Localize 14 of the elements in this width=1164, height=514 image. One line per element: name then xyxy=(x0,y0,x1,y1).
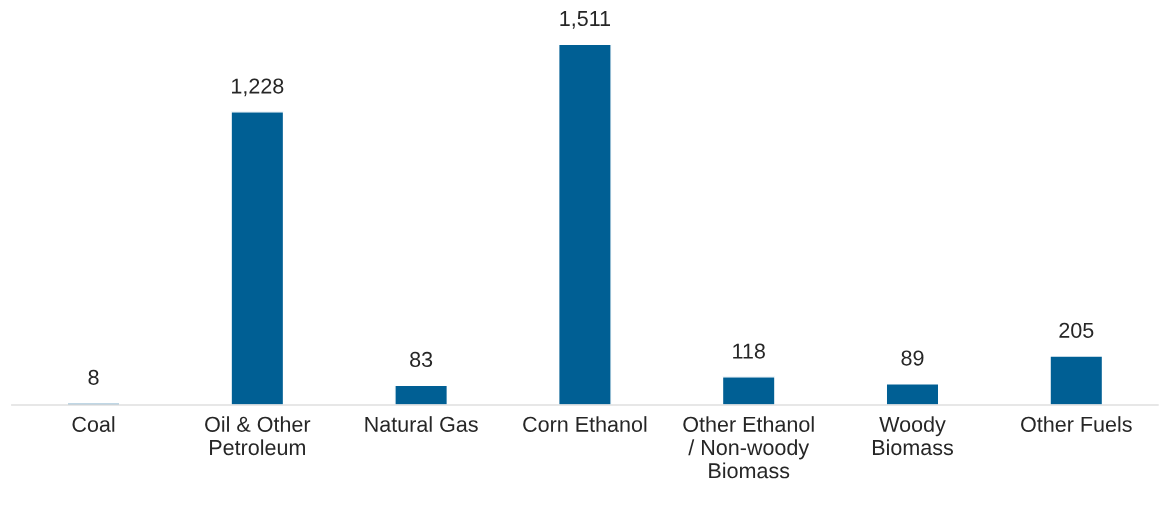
x-tick-label: Natural Gas xyxy=(365,416,478,432)
data-label: 8 xyxy=(88,369,99,385)
x-tick-label: Other Fuels xyxy=(1021,416,1132,432)
x-tick-label: Oil & Other Petroleum xyxy=(205,416,311,456)
data-label: 205 xyxy=(1059,322,1094,338)
data-label: 118 xyxy=(733,343,765,359)
x-tick-label: Coal xyxy=(72,416,115,432)
data-label: 83 xyxy=(410,351,433,368)
x-tick-label: Other Ethanol / Non-woody Biomass xyxy=(683,416,814,479)
data-label: 89 xyxy=(901,350,924,366)
data-label: 1,511 xyxy=(560,11,610,29)
x-tick-label: Corn Ethanol xyxy=(523,416,647,432)
x-tick-label: Woody Biomass xyxy=(872,416,953,456)
data-label: 1,228 xyxy=(232,78,284,97)
